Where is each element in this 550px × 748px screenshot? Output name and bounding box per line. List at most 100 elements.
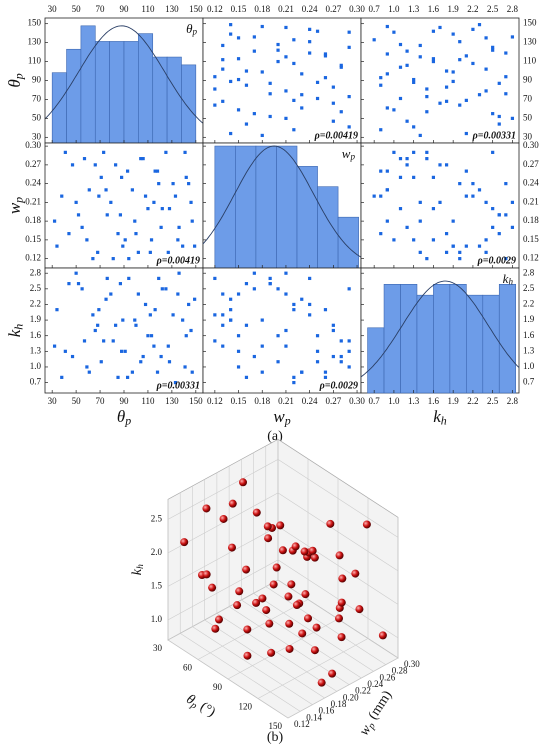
scatter-point [398,157,403,161]
scatter-point [252,112,256,116]
scatter-point [268,81,272,85]
scatter-point [160,207,164,211]
scatter-point [177,225,181,229]
scatter-point [159,225,163,229]
scatter-point [471,182,475,186]
right-tick-label: 110 [523,56,537,66]
scatter-point [97,308,101,312]
top-tick-label: 1.6 [428,4,440,14]
scatter-point [504,182,508,186]
scatter-point [87,370,91,374]
sphere-point [292,601,301,610]
scatter-point [497,114,501,119]
scatter-point [276,59,280,64]
floor-grid-wp [204,619,325,699]
scatter-point [510,200,515,204]
wp-tick-label: 0.26 [380,672,396,682]
scatter-point [159,354,163,359]
x-axis-title: θp [117,407,131,427]
scatter-point [315,80,320,84]
left-tick-label: 0.12 [25,253,41,263]
sphere-point [312,623,321,632]
scatter-point [372,194,376,198]
sphere-point [228,543,236,552]
scatter-point [157,276,161,281]
top-tick-label: 0.15 [231,4,247,14]
scatter-point [438,101,442,105]
left-tick-label: 0.21 [25,196,41,206]
scatter-point [323,54,328,58]
scatter-point [252,287,256,291]
bottom-tick-label: 0.15 [231,396,247,406]
scatter-point [477,23,482,27]
scatter-point [412,80,416,84]
scatter-point [183,150,187,154]
left-tick-label: 90 [32,75,42,85]
floor-grid-wp [265,586,386,665]
scatter-point [85,238,89,242]
top-tick-label: 30 [48,4,58,14]
scatter-point [55,244,59,248]
wall-grid-kh [277,559,399,639]
scatter-point [276,42,280,47]
scatter-point [471,194,475,198]
kh-axis-title-sub: h [135,564,146,569]
scatter-point [292,61,296,66]
scatter-point [300,72,304,76]
sphere-point [252,598,261,607]
scatter-point [134,232,138,236]
scatter-point [152,344,156,348]
scatter-point [260,24,264,29]
scatter-point [93,163,97,167]
scatter-point [127,276,131,281]
scatter-point [497,232,501,236]
scatter-point [491,48,495,52]
floor-grid-wp [167,639,289,719]
diagonal-label: wp [342,146,356,162]
scatter-point [229,32,233,36]
wp-tick-label: 0.20 [343,692,359,702]
sphere-point [278,546,287,555]
scatter-point [308,302,312,307]
sphere-point [263,522,272,531]
scatter-point [166,250,170,254]
right-tick-label: 2.2 [523,299,534,309]
scatter-point [176,238,180,242]
scatter-point [284,344,288,348]
scatter-point [213,276,217,281]
scatter-point [451,244,455,248]
scatter-point [510,35,515,39]
correlation-label: ρ=0.00331 [156,380,200,391]
scatter-point [471,61,475,66]
scatter-point [458,103,462,107]
hist-bar [482,294,500,394]
theta-axis-title-unit: (°) [197,700,218,721]
correlation-label: ρ=0.0029 [477,255,516,266]
sphere-point [351,569,360,578]
scatter-point [284,116,288,120]
scatter-point [133,219,137,223]
scatter-point [114,323,118,327]
correlation-label: ρ=0.00419 [156,255,200,266]
diagonal-label-symbol: θ [186,21,193,36]
scatter-point [173,194,178,198]
scatter-point [372,38,376,42]
scatter-point [444,99,449,103]
x-axis-title: wp [273,407,290,427]
scatter-point [213,103,217,107]
scatter-point [221,344,225,348]
scatter-point [139,360,143,364]
scatter-point [331,323,335,327]
sphere-point [355,605,364,614]
scatter-point [221,43,225,48]
sphere-point [265,619,274,628]
scatter-point [229,23,233,27]
scatter-point [193,297,197,301]
scatter-point [102,339,106,343]
panel-frame [202,17,362,144]
wp-tick-label: 0.24 [367,679,383,689]
top-tick-label: 50 [72,4,82,14]
scatter-point [130,188,134,192]
sphere-point [215,615,223,624]
kh-tick-label: 2.5 [151,513,163,523]
